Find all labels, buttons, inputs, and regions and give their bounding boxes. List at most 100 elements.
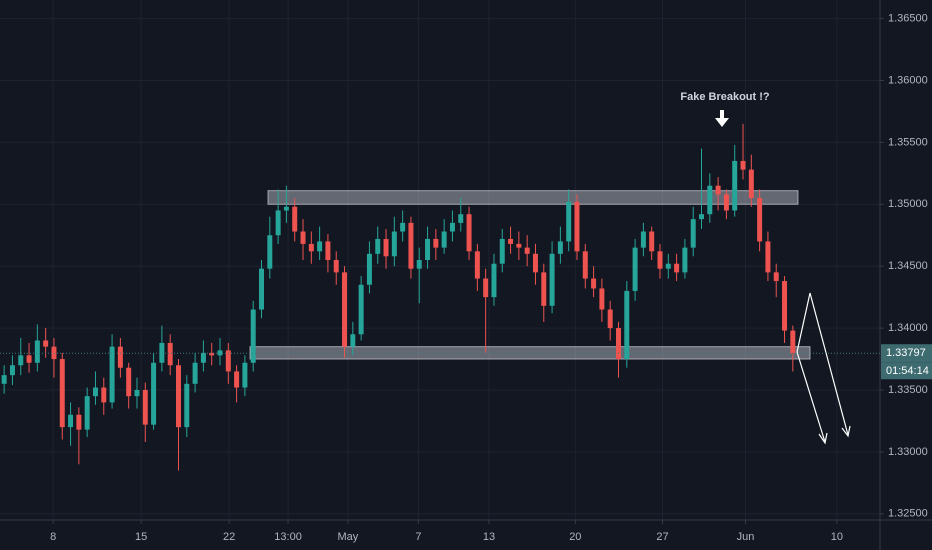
candle-body [300, 231, 306, 244]
candle-body [292, 206, 298, 232]
candle-body [599, 288, 605, 310]
candle-body [674, 263, 680, 273]
candle-body [358, 284, 364, 335]
candle-body [200, 352, 206, 363]
candle-body [466, 214, 472, 252]
y-tick-label: 1.36000 [888, 74, 928, 86]
candle-body [101, 387, 107, 403]
arrow-head [715, 118, 729, 127]
candle-body [117, 346, 123, 368]
candle-body [26, 355, 32, 363]
candle-body [234, 371, 240, 388]
candle-body [541, 272, 547, 306]
candle-body [242, 362, 248, 388]
candles [1, 123, 796, 471]
projection-path [796, 292, 849, 436]
candle-body [433, 238, 439, 248]
candle-body [499, 238, 505, 264]
candle-body [508, 238, 514, 244]
candle-body [458, 214, 464, 223]
candle-body [483, 278, 489, 298]
arrow-shaft [720, 110, 724, 120]
candle-body [43, 340, 49, 347]
candle-body [134, 390, 140, 397]
candle-body [109, 346, 115, 403]
candle-body [557, 241, 563, 254]
candle-body [126, 367, 132, 397]
candle-body [524, 247, 530, 254]
candle-body [217, 350, 223, 356]
candle-body [159, 342, 165, 363]
candle-body [416, 260, 422, 269]
candle-body [516, 243, 522, 248]
candle-body [449, 222, 455, 232]
x-tick-label: May [337, 531, 358, 543]
candle-body [259, 268, 264, 310]
candle-body [532, 253, 538, 273]
candle-body [151, 362, 157, 425]
candle-body [68, 414, 74, 428]
candle-body [176, 365, 181, 428]
candle-body [474, 251, 480, 279]
x-tick-label: 22 [223, 531, 235, 543]
countdown-box [881, 362, 932, 380]
candle-body [250, 309, 256, 363]
candle-body [366, 253, 372, 285]
candle-body [657, 251, 663, 269]
candle-body [723, 194, 729, 211]
candle-body [441, 231, 447, 248]
candle-body [549, 253, 555, 306]
candle-body [699, 214, 704, 220]
x-tick-label: 20 [569, 531, 581, 543]
candle-body [34, 340, 40, 363]
candle-body [582, 251, 588, 279]
candle-body [184, 383, 190, 428]
candle-body [391, 231, 397, 257]
last-price: 1.33797 01:54:14 [0, 344, 932, 380]
candle-body [9, 365, 15, 376]
y-tick-label: 1.35000 [888, 198, 928, 210]
candle-body [607, 309, 613, 329]
candle-body [51, 346, 57, 360]
y-tick-label: 1.33500 [888, 384, 928, 396]
annotation-arrow [715, 110, 729, 127]
annotation: Fake Breakout !? [680, 91, 770, 103]
candle-body [690, 219, 696, 248]
candle-body [275, 210, 281, 236]
candle-body [84, 396, 90, 430]
candle-body [400, 222, 406, 232]
candle-body [649, 231, 655, 252]
candle-body [682, 247, 688, 273]
candle-body [59, 359, 65, 428]
candle-body [765, 241, 771, 273]
candle-body [425, 238, 431, 260]
candle-body [383, 238, 389, 257]
x-tick-label: 15 [135, 531, 147, 543]
y-tick-label: 1.34500 [888, 260, 928, 272]
x-tick-label: 27 [656, 531, 668, 543]
candle-body [308, 243, 314, 252]
candle-body [640, 231, 646, 248]
candle-body [325, 241, 331, 260]
candle-body [574, 201, 580, 252]
candle-body [632, 247, 638, 291]
candle-body [732, 160, 738, 211]
arrow-head [818, 432, 828, 445]
candle-body [665, 263, 671, 269]
candle-body [167, 342, 173, 366]
candle-body [790, 330, 796, 354]
candle-body [707, 185, 713, 215]
candle-body [491, 263, 497, 298]
time-axis [0, 520, 880, 550]
zone [267, 190, 799, 205]
last-price-label: 1.33797 [886, 347, 926, 359]
y-tick-label: 1.34000 [888, 322, 928, 334]
candle-body [757, 198, 763, 242]
candle-body [142, 390, 148, 425]
candle-body [267, 235, 273, 269]
candle-body [18, 355, 24, 366]
price-axis [880, 0, 932, 550]
last-price-box [881, 344, 932, 363]
y-tick-label: 1.32500 [888, 508, 928, 520]
